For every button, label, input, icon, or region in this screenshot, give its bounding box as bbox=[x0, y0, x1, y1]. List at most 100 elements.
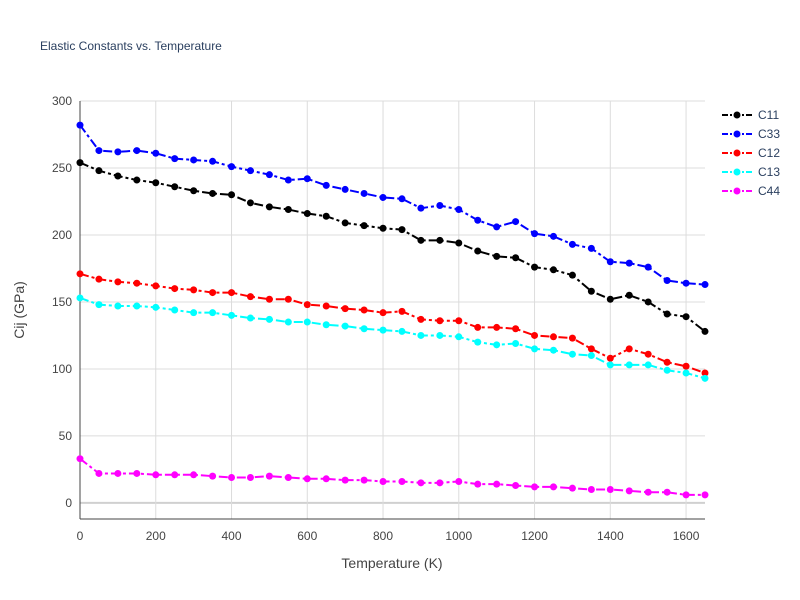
data-point-c12 bbox=[76, 270, 84, 278]
legend-item-c11[interactable]: C11 bbox=[722, 108, 779, 122]
data-point-c11 bbox=[265, 203, 273, 211]
data-point-c44 bbox=[398, 477, 406, 485]
data-point-c11 bbox=[303, 210, 311, 218]
x-tick-label: 200 bbox=[146, 529, 166, 543]
data-point-c13 bbox=[303, 318, 311, 326]
legend-label: C44 bbox=[758, 184, 780, 198]
data-point-c44 bbox=[379, 477, 387, 485]
legend-item-c13[interactable]: C13 bbox=[722, 165, 780, 179]
data-point-c44 bbox=[133, 469, 141, 477]
data-point-c33 bbox=[549, 232, 557, 240]
data-point-c12 bbox=[341, 305, 349, 313]
data-point-c33 bbox=[341, 185, 349, 193]
data-point-c12 bbox=[436, 317, 444, 325]
data-point-c44 bbox=[246, 473, 254, 481]
data-point-c33 bbox=[606, 258, 614, 266]
data-point-c13 bbox=[625, 361, 633, 369]
legend-item-c33[interactable]: C33 bbox=[722, 127, 780, 141]
data-point-c13 bbox=[246, 314, 254, 322]
data-point-c13 bbox=[531, 345, 539, 353]
data-point-c12 bbox=[171, 285, 179, 293]
data-point-c11 bbox=[190, 187, 198, 195]
data-point-c33 bbox=[398, 195, 406, 203]
data-point-c12 bbox=[493, 323, 501, 331]
data-point-c44 bbox=[663, 488, 671, 496]
data-point-c44 bbox=[531, 483, 539, 491]
x-tick-label: 400 bbox=[221, 529, 241, 543]
data-point-c44 bbox=[76, 455, 84, 463]
data-point-c11 bbox=[568, 271, 576, 279]
data-point-c12 bbox=[228, 289, 236, 297]
data-point-c33 bbox=[303, 175, 311, 183]
data-point-c13 bbox=[587, 352, 595, 360]
data-point-c44 bbox=[417, 479, 425, 487]
data-point-c11 bbox=[436, 236, 444, 244]
data-point-c13 bbox=[701, 374, 709, 382]
data-point-c44 bbox=[682, 491, 690, 499]
data-point-c44 bbox=[341, 476, 349, 484]
data-point-c33 bbox=[190, 156, 198, 164]
data-point-c12 bbox=[379, 309, 387, 317]
data-point-c13 bbox=[76, 294, 84, 302]
series-line-c33 bbox=[79, 124, 706, 286]
data-point-c13 bbox=[493, 341, 501, 349]
data-point-c33 bbox=[322, 181, 330, 189]
x-tick-label: 1000 bbox=[445, 529, 472, 543]
data-point-c12 bbox=[606, 354, 614, 362]
data-point-c12 bbox=[531, 331, 539, 339]
data-point-c13 bbox=[114, 302, 122, 310]
data-point-c44 bbox=[303, 475, 311, 483]
legend-label: C13 bbox=[758, 165, 780, 179]
data-point-c11 bbox=[379, 224, 387, 232]
data-point-c33 bbox=[701, 281, 709, 289]
data-point-c12 bbox=[246, 293, 254, 301]
data-point-c12 bbox=[133, 279, 141, 287]
x-tick-label: 1200 bbox=[521, 529, 548, 543]
x-tick-label: 0 bbox=[77, 529, 84, 543]
data-point-c11 bbox=[701, 327, 709, 335]
y-axis-title: Cij (GPa) bbox=[11, 281, 27, 339]
data-point-c33 bbox=[644, 263, 652, 271]
data-point-c12 bbox=[474, 323, 482, 331]
data-point-c13 bbox=[455, 333, 463, 341]
data-point-c44 bbox=[644, 488, 652, 496]
x-tick-label: 800 bbox=[373, 529, 393, 543]
data-point-c33 bbox=[95, 147, 103, 155]
data-point-c11 bbox=[114, 172, 122, 180]
data-point-c44 bbox=[190, 471, 198, 479]
data-point-c44 bbox=[152, 471, 160, 479]
data-point-c11 bbox=[417, 236, 425, 244]
data-point-c44 bbox=[568, 484, 576, 492]
data-point-c44 bbox=[228, 473, 236, 481]
data-point-c33 bbox=[417, 204, 425, 212]
data-point-c13 bbox=[95, 301, 103, 309]
data-point-c11 bbox=[228, 191, 236, 199]
legend[interactable]: C11 C33 C12 C13 C44 bbox=[722, 108, 780, 198]
data-point-c44 bbox=[701, 491, 709, 499]
y-tick-label: 0 bbox=[65, 496, 72, 510]
legend-swatch-marker bbox=[733, 111, 741, 119]
data-point-c11 bbox=[209, 189, 217, 197]
series-c13 bbox=[76, 294, 709, 382]
data-point-c13 bbox=[228, 311, 236, 319]
legend-item-c12[interactable]: C12 bbox=[722, 146, 780, 160]
data-point-c33 bbox=[625, 259, 633, 267]
data-point-c44 bbox=[606, 486, 614, 494]
data-point-c11 bbox=[474, 247, 482, 255]
legend-item-c44[interactable]: C44 bbox=[722, 184, 780, 198]
data-point-c13 bbox=[360, 325, 368, 333]
data-point-c44 bbox=[284, 473, 292, 481]
chart-title: Elastic Constants vs. Temperature bbox=[40, 39, 222, 53]
data-point-c33 bbox=[512, 218, 520, 226]
data-point-c13 bbox=[474, 338, 482, 346]
data-point-c12 bbox=[455, 317, 463, 325]
data-point-c13 bbox=[379, 326, 387, 334]
data-point-c13 bbox=[284, 318, 292, 326]
legend-swatch-marker bbox=[733, 168, 741, 176]
data-point-c11 bbox=[682, 313, 690, 321]
data-point-c13 bbox=[663, 366, 671, 374]
data-point-c12 bbox=[303, 301, 311, 309]
data-point-c11 bbox=[95, 167, 103, 175]
legend-label: C33 bbox=[758, 127, 780, 141]
data-point-c11 bbox=[246, 199, 254, 207]
